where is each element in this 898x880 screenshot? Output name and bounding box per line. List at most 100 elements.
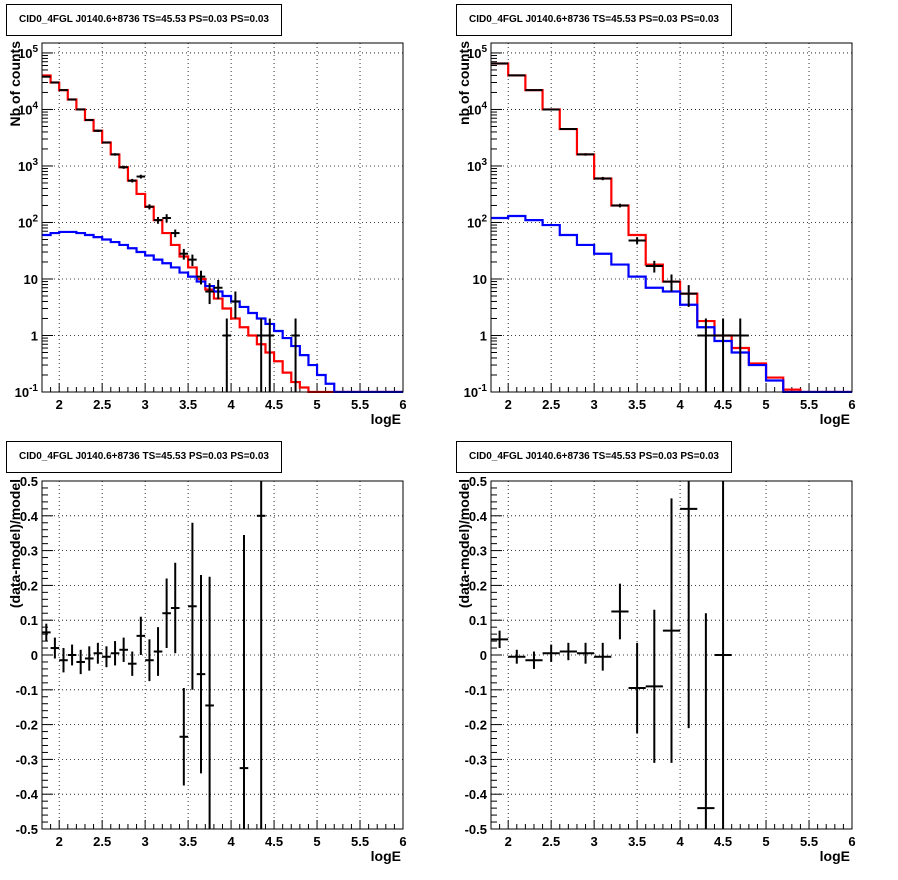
y-tick-label: 0.4 <box>20 509 39 524</box>
pad-bottom-right: 2 2.5 3 3.5 4 4.5 5 5.5 6 -0.5 -0.4 -0.3 -0.2 -0.1 0 0.… <box>449 437 898 875</box>
plot-frame <box>41 480 404 830</box>
y-tick-label: 103 <box>18 157 38 174</box>
x-tick-label: 4.5 <box>714 397 732 412</box>
chart-title: CID0_4FGL J0140.6+8736 TS=45.53 PS=0.03 … <box>456 441 732 473</box>
y-tick-label: 102 <box>18 213 38 230</box>
x-tick-label: 5 <box>313 834 320 849</box>
x-tick-label: 4.5 <box>265 397 283 412</box>
y-tick-label: -0.3 <box>465 752 487 767</box>
y-tick-label: 0.2 <box>469 578 487 593</box>
x-tick-label: 4.5 <box>714 834 732 849</box>
y-tick-label: 0.2 <box>20 578 38 593</box>
y-tick-label: 10-1 <box>15 383 39 400</box>
y-tick-label: 104 <box>467 100 487 117</box>
series-line <box>42 74 403 393</box>
chart-residuals-coarse-bins: 2 2.5 3 3.5 4 4.5 5 5.5 6 -0.5 -0.4 -0.3 -0.2 -0.1 0 0.… <box>456 474 856 864</box>
x-axis-label: logE <box>820 848 850 864</box>
y-tick-label: -0.2 <box>465 718 487 733</box>
x-tick-label: 2 <box>505 834 512 849</box>
plot-area <box>42 481 266 829</box>
x-tick-label: 5 <box>762 834 769 849</box>
x-tick-label: 5 <box>313 397 320 412</box>
y-tick-label: 0.5 <box>20 474 38 489</box>
y-tick-label: -0.1 <box>16 683 38 698</box>
x-tick-label: 2.5 <box>93 834 111 849</box>
plot-frame <box>490 42 853 393</box>
y-tick-label: 1 <box>480 328 487 343</box>
chart-title: CID0_4FGL J0140.6+8736 TS=45.53 PS=0.03 … <box>6 441 282 473</box>
x-tick-label: 3 <box>591 834 598 849</box>
x-tick-label: 5 <box>762 397 769 412</box>
plot-area <box>491 481 732 829</box>
series-line <box>491 62 852 393</box>
x-tick-label: 3 <box>142 397 149 412</box>
chart-title: CID0_4FGL J0140.6+8736 TS=45.53 PS=0.03 … <box>456 4 732 36</box>
plot-frame <box>490 480 853 830</box>
x-tick-label: 4 <box>227 834 235 849</box>
y-tick-label: 10 <box>24 272 38 287</box>
y-tick-label: 0.3 <box>469 544 487 559</box>
x-tick-label: 3 <box>591 397 598 412</box>
x-tick-label: 3.5 <box>179 397 197 412</box>
x-tick-label: 2 <box>505 397 512 412</box>
y-tick-label: 0.1 <box>20 613 38 628</box>
y-axis-label: (data-model)/model <box>456 479 472 608</box>
x-tick-label: 5.5 <box>351 397 369 412</box>
y-tick-label: -0.5 <box>16 822 38 837</box>
y-tick-label: -0.4 <box>465 787 488 802</box>
x-axis-label: logE <box>820 411 850 427</box>
plot-area <box>491 62 852 393</box>
x-tick-label: 5.5 <box>351 834 369 849</box>
y-tick-label: 0.5 <box>469 474 487 489</box>
pad-bottom-left: 2 2.5 3 3.5 4 4.5 5 5.5 6 -0.5 -0.4 -0.3 -0.2 -0.1 0 0.… <box>0 437 449 875</box>
y-tick-label: 0.1 <box>469 613 487 628</box>
y-tick-label: 105 <box>467 44 487 61</box>
x-tick-label: 3.5 <box>628 397 646 412</box>
y-axis-label: nb of counts <box>456 41 472 125</box>
y-tick-label: 104 <box>18 100 38 117</box>
x-tick-label: 2.5 <box>93 397 111 412</box>
x-tick-label: 2 <box>56 834 63 849</box>
y-tick-label: 0 <box>31 648 38 663</box>
x-tick-label: 4 <box>676 834 684 849</box>
y-tick-label: 103 <box>467 157 487 174</box>
chart-spectrum-coarse-bins: 2 2.5 3 3.5 4 4.5 5 5.5 6 10-1 1 10 102 103 104 105 logE… <box>456 41 856 427</box>
y-tick-label: 10 <box>473 272 487 287</box>
pad-top-left: 2 2.5 3 3.5 4 4.5 5 5.5 6 10-1 1 10 102 103 104 105 logE… <box>0 0 449 437</box>
x-tick-label: 3.5 <box>628 834 646 849</box>
y-tick-label: 0 <box>480 648 487 663</box>
x-tick-label: 2.5 <box>542 397 560 412</box>
y-tick-label: 1 <box>31 328 38 343</box>
x-tick-label: 3.5 <box>179 834 197 849</box>
x-tick-label: 4.5 <box>265 834 283 849</box>
x-tick-label: 6 <box>848 834 855 849</box>
series-line <box>491 214 852 393</box>
x-tick-label: 3 <box>142 834 149 849</box>
chart-spectrum-fine-bins: 2 2.5 3 3.5 4 4.5 5 5.5 6 10-1 1 10 102 103 104 105 logE… <box>7 41 407 427</box>
chart-residuals-fine-bins: 2 2.5 3 3.5 4 4.5 5 5.5 6 -0.5 -0.4 -0.3 -0.2 -0.1 0 0.… <box>7 474 407 864</box>
series-line <box>42 230 403 393</box>
y-tick-label: -0.1 <box>465 683 487 698</box>
x-tick-label: 6 <box>848 397 855 412</box>
pad-top-right: 2 2.5 3 3.5 4 4.5 5 5.5 6 10-1 1 10 102 103 104 105 logE… <box>449 0 898 437</box>
x-tick-label: 5.5 <box>800 397 818 412</box>
y-tick-label: 0.3 <box>20 544 38 559</box>
x-tick-label: 4 <box>227 397 235 412</box>
chart-title: CID0_4FGL J0140.6+8736 TS=45.53 PS=0.03 … <box>6 4 282 36</box>
y-tick-label: 102 <box>467 213 487 230</box>
x-axis-label: logE <box>371 848 401 864</box>
x-tick-label: 5.5 <box>800 834 818 849</box>
x-tick-label: 4 <box>676 397 684 412</box>
plot-frame <box>41 42 404 393</box>
x-tick-label: 2.5 <box>542 834 560 849</box>
y-axis-label: Nb of counts <box>7 41 23 127</box>
x-tick-label: 6 <box>399 834 406 849</box>
x-tick-label: 2 <box>56 397 63 412</box>
plot-area <box>42 74 403 393</box>
y-tick-label: -0.3 <box>16 752 38 767</box>
y-axis-label: (data-model)/model <box>7 479 23 608</box>
x-tick-label: 6 <box>399 397 406 412</box>
y-tick-label: -0.5 <box>465 822 487 837</box>
y-tick-label: 0.4 <box>469 509 488 524</box>
y-tick-label: 10-1 <box>464 383 488 400</box>
